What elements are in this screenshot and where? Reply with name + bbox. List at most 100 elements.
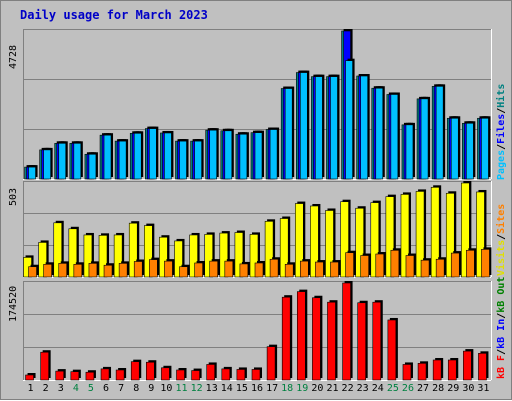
- pages-bar: [118, 140, 127, 180]
- kbf-bar: [85, 371, 95, 381]
- kbf-bar: [25, 374, 34, 381]
- sites-bar: [149, 259, 158, 278]
- pages-bar: [481, 117, 489, 180]
- pages-bar: [133, 132, 142, 180]
- day-label: 28: [432, 383, 445, 394]
- kbf-bar: [342, 282, 351, 381]
- sites-bar: [466, 249, 475, 278]
- sites-bar: [284, 263, 294, 278]
- kbf-bar: [402, 364, 412, 381]
- day-label: 7: [118, 383, 125, 394]
- day-label: 17: [266, 383, 279, 394]
- pages-bar: [58, 143, 67, 180]
- chart-title: Daily usage for March 2023: [20, 8, 208, 22]
- kbf-bar: [251, 369, 261, 381]
- kbf-bar: [478, 353, 487, 381]
- visits-bar: [385, 196, 395, 278]
- visits-bar: [68, 228, 78, 278]
- sites-bar: [239, 263, 249, 278]
- day-label: 3: [57, 383, 64, 394]
- sites-bar: [209, 260, 219, 278]
- kbf-bar: [70, 371, 80, 381]
- pages-bar: [435, 86, 444, 180]
- day-label: 23: [356, 383, 369, 394]
- sites-bar: [481, 249, 490, 278]
- day-label: 19: [296, 383, 309, 394]
- visits-bar: [249, 234, 259, 278]
- day-label: 18: [281, 383, 294, 394]
- sites-bar: [103, 264, 113, 278]
- sites-bar: [315, 261, 324, 278]
- kbf-bar: [266, 346, 276, 381]
- pages-bar: [254, 132, 263, 180]
- pages-bar: [405, 124, 414, 180]
- pages-bar: [315, 76, 323, 180]
- day-label: 4: [72, 383, 79, 394]
- visits-bar: [340, 201, 349, 278]
- kbf-bar: [55, 370, 65, 381]
- visits-bar: [430, 186, 440, 278]
- visits-bar: [294, 203, 304, 278]
- kbf-bar: [312, 297, 321, 381]
- pages-bar: [375, 87, 384, 180]
- day-label: 16: [250, 383, 264, 394]
- pages-bar: [269, 129, 278, 180]
- kbf-bar: [417, 363, 427, 381]
- sites-bar: [345, 252, 354, 278]
- day-label: 24: [371, 383, 384, 394]
- kbf-bar: [191, 370, 200, 381]
- day-label: 30: [462, 383, 475, 394]
- visits-bar: [189, 234, 198, 278]
- day-label: 29: [447, 383, 460, 394]
- pages-bar: [103, 134, 112, 180]
- visits-bar: [476, 191, 485, 278]
- sites-bar: [73, 263, 83, 278]
- pages-bar: [284, 88, 293, 180]
- panel-background: [23, 281, 491, 380]
- day-label: 1: [27, 383, 34, 394]
- pages-bar: [345, 60, 353, 180]
- pages-bar: [149, 128, 157, 180]
- kbf-bar: [176, 369, 185, 381]
- sites-bar: [194, 262, 203, 278]
- visits-bar: [370, 202, 380, 278]
- day-label: 5: [87, 383, 94, 394]
- day-label: 12: [190, 383, 203, 394]
- kbf-bar: [236, 369, 246, 381]
- sites-bar: [269, 258, 279, 278]
- kbf-bar: [161, 367, 170, 381]
- sites-bar: [330, 261, 339, 278]
- sites-bar: [88, 263, 98, 278]
- pages-bar: [179, 140, 187, 180]
- pages-bar: [224, 130, 233, 180]
- sites-bar: [390, 249, 400, 278]
- visits-bar: [174, 240, 183, 278]
- day-label: 25: [386, 383, 399, 394]
- visits-bar: [159, 236, 168, 278]
- visits-bar: [310, 205, 319, 278]
- sites-bar: [435, 258, 445, 278]
- kbf-bar: [100, 368, 110, 381]
- visits-bar: [83, 234, 93, 278]
- sites-bar: [164, 260, 173, 278]
- pages-bar: [390, 94, 399, 180]
- day-label: 10: [160, 383, 173, 394]
- day-label: 2: [42, 383, 49, 394]
- sites-bar: [254, 262, 264, 278]
- kbf-bar: [463, 350, 472, 381]
- pages-bar: [209, 129, 218, 180]
- day-label: 13: [205, 383, 218, 394]
- kbf-bar: [387, 319, 397, 381]
- kbf-bar: [327, 301, 336, 381]
- pages-bar: [299, 72, 308, 180]
- visits-bar: [234, 232, 244, 278]
- sites-bar: [133, 261, 143, 278]
- sites-bar: [420, 259, 430, 278]
- kbf-bar: [221, 368, 231, 381]
- sites-bar: [58, 263, 68, 278]
- pages-bar: [330, 76, 338, 180]
- pages-bar: [88, 153, 97, 180]
- day-label: 14: [220, 383, 233, 394]
